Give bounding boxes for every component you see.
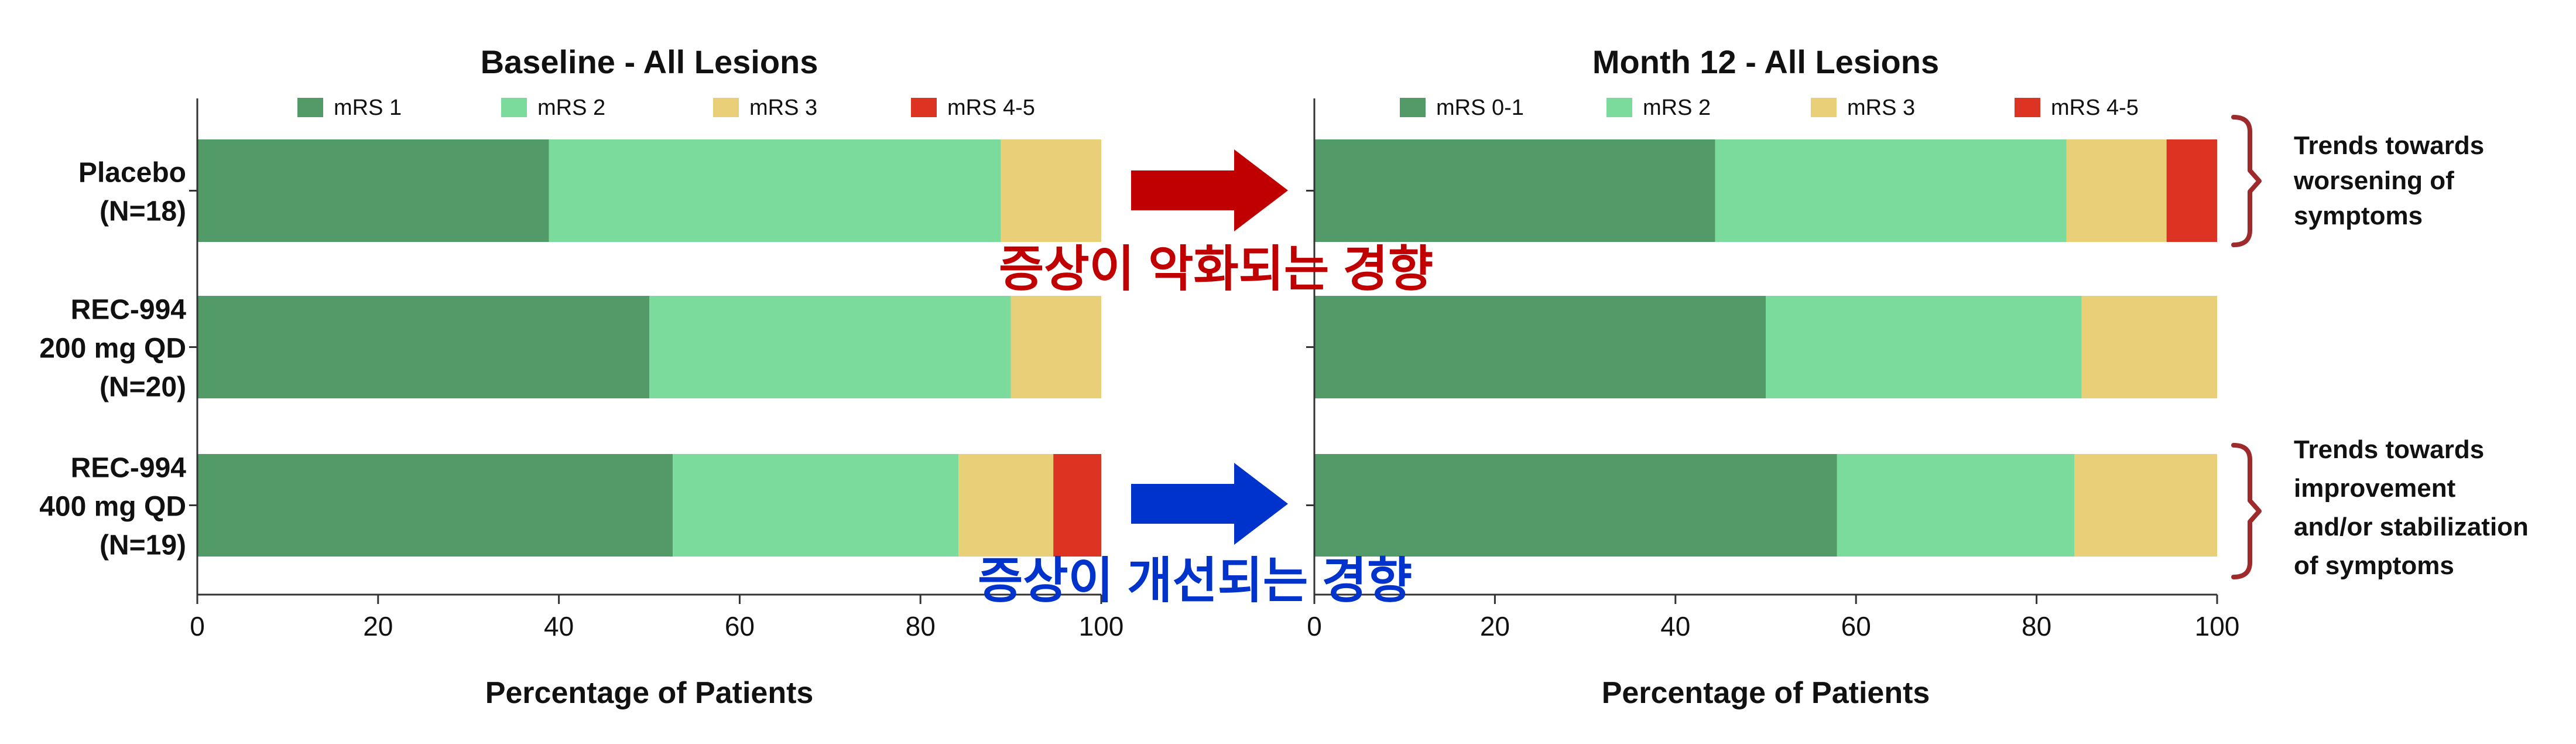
bar-segment — [1837, 454, 2075, 557]
legend-label: mRS 2 — [1643, 95, 1711, 120]
legend-swatch — [1811, 98, 1837, 117]
chart-title: Month 12 - All Lesions — [1592, 43, 1939, 80]
category-label: (N=18) — [100, 196, 186, 227]
bracket-improvement — [2231, 443, 2262, 579]
legend-swatch — [713, 98, 739, 117]
bar-segment — [1715, 139, 2067, 242]
legend-label: mRS 3 — [749, 95, 817, 120]
bar-segment — [2074, 454, 2217, 557]
bar-segment — [2166, 139, 2217, 242]
chart-title: Baseline - All Lesions — [481, 43, 818, 80]
legend-swatch — [501, 98, 527, 117]
bar-segment — [1314, 139, 1715, 242]
bar-segment — [197, 139, 549, 242]
legend-label: mRS 1 — [334, 95, 402, 120]
x-tick-label: 40 — [544, 611, 574, 641]
legend-swatch — [1606, 98, 1632, 117]
bar-segment — [2066, 139, 2167, 242]
x-axis-label: Percentage of Patients — [485, 676, 814, 710]
bar-segment — [673, 454, 959, 557]
bracket-worsening-text: Trends towards — [2294, 131, 2484, 160]
chart-panel-baseline: Baseline - All Lesions mRS 1 mRS 2 mRS 3 mRS… — [39, 43, 1123, 710]
bracket-worsening-text: symptoms — [2294, 202, 2423, 230]
bar-segment — [197, 296, 649, 398]
worsening-annotation: 증상이 악화되는 경향 — [999, 241, 1433, 296]
bar-segment — [197, 454, 673, 557]
x-tick-label: 100 — [2195, 611, 2240, 641]
bracket-improvement-text: improvement — [2294, 474, 2456, 503]
x-tick-label: 60 — [1841, 611, 1871, 641]
x-tick-label: 100 — [1079, 611, 1124, 641]
x-tick-label: 0 — [190, 611, 205, 641]
category-label: REC-994 — [71, 295, 187, 326]
x-tick-label: 80 — [2022, 611, 2051, 641]
blue-arrow-icon — [1131, 463, 1288, 545]
legend-swatch — [2015, 98, 2040, 117]
legend-label: mRS 2 — [537, 95, 605, 120]
bar-segment — [549, 139, 1001, 242]
bar-segment — [1766, 296, 2082, 398]
chart-panel-month12: Month 12 - All Lesions mRS 0-1 mRS 2 mRS 3 m… — [1306, 43, 2239, 710]
category-label: (N=19) — [100, 530, 186, 561]
bar-segment — [1010, 296, 1101, 398]
bar-segment — [958, 454, 1054, 557]
legend-swatch — [297, 98, 323, 117]
bar-segment — [1314, 454, 1837, 557]
bracket-improvement-text: of symptoms — [2294, 551, 2454, 580]
category-label: 400 mg QD — [39, 492, 186, 523]
x-tick-label: 20 — [1480, 611, 1510, 641]
category-label: 200 mg QD — [39, 333, 186, 364]
bar-segment — [1053, 454, 1101, 557]
bracket-worsening-text: worsening of — [2293, 166, 2454, 195]
improving-annotation: 증상이 개선되는 경향 — [978, 553, 1412, 608]
legend-label: mRS 0-1 — [1436, 95, 1524, 120]
category-label: (N=20) — [100, 372, 186, 403]
bar-segment — [1001, 139, 1101, 242]
bracket-improvement-text: and/or stabilization — [2294, 513, 2529, 541]
bracket-worsening — [2231, 115, 2262, 247]
x-tick-label: 20 — [363, 611, 393, 641]
category-label: REC-994 — [71, 453, 187, 484]
x-tick-label: 80 — [906, 611, 936, 641]
bar-segment — [1314, 296, 1766, 398]
red-arrow-icon — [1131, 149, 1288, 231]
legend-swatch — [1400, 98, 1426, 117]
x-tick-label: 40 — [1660, 611, 1690, 641]
legend-label: mRS 4-5 — [2051, 95, 2139, 120]
x-tick-label: 0 — [1307, 611, 1322, 641]
x-axis-label: Percentage of Patients — [1602, 676, 1930, 710]
x-tick-label: 60 — [725, 611, 755, 641]
bar-segment — [649, 296, 1011, 398]
category-label: Placebo — [78, 158, 186, 189]
legend-label: mRS 3 — [1847, 95, 1915, 120]
legend-label: mRS 4-5 — [947, 95, 1035, 120]
bar-segment — [2081, 296, 2217, 398]
legend-swatch — [911, 98, 937, 117]
bracket-improvement-text: Trends towards — [2294, 435, 2484, 464]
